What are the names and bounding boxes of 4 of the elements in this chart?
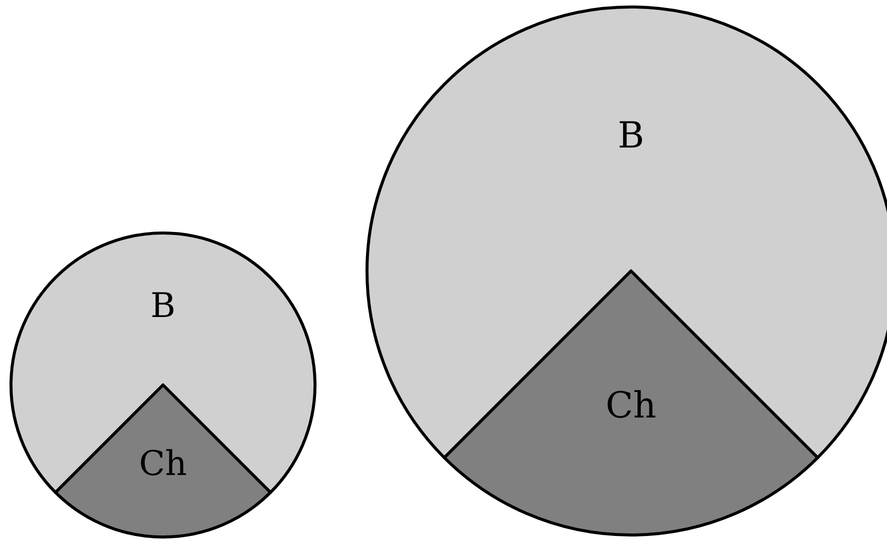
slice-label: Ch: [606, 386, 656, 426]
slice-label: B: [618, 116, 644, 156]
slice-label: B: [150, 286, 176, 326]
slice-label: Ch: [139, 444, 187, 484]
